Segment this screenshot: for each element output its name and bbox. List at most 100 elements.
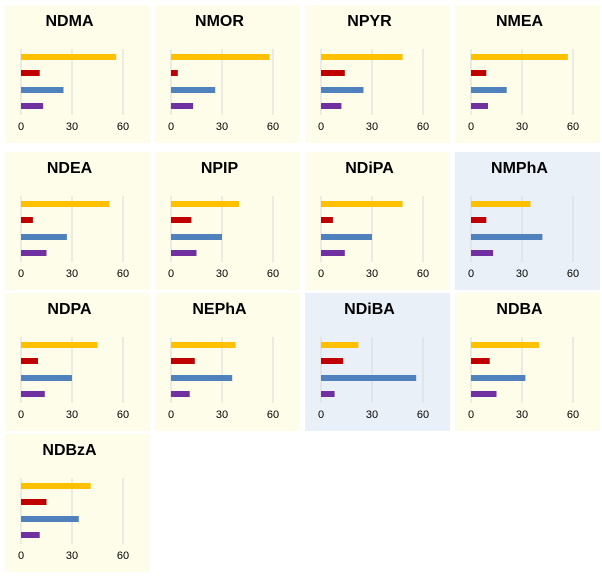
panel <box>155 5 300 143</box>
x-tick-label: 0 <box>318 409 324 421</box>
bar <box>171 217 192 223</box>
bar <box>321 70 345 76</box>
x-tick-label: 60 <box>267 268 279 280</box>
bar <box>21 234 67 240</box>
panel-title: NMEA <box>496 13 544 30</box>
bar <box>321 103 342 109</box>
bar <box>321 375 417 381</box>
bar <box>21 250 47 256</box>
x-tick-label: 0 <box>168 121 174 133</box>
x-tick-label: 30 <box>516 268 528 280</box>
bar <box>471 87 507 93</box>
bar <box>171 201 239 207</box>
x-tick-label: 30 <box>66 268 78 280</box>
x-tick-label: 0 <box>18 268 24 280</box>
x-tick-label: 60 <box>267 409 279 421</box>
bar <box>171 87 216 93</box>
x-tick-label: 0 <box>318 121 324 133</box>
panel-title: NDPA <box>47 301 92 318</box>
x-tick-label: 60 <box>567 268 579 280</box>
bar <box>321 342 359 348</box>
bar <box>471 358 490 364</box>
x-tick-label: 0 <box>318 268 324 280</box>
x-tick-label: 0 <box>168 268 174 280</box>
bar <box>471 70 487 76</box>
x-tick-label: 30 <box>366 268 378 280</box>
panel-title: NDBzA <box>42 442 97 459</box>
bar <box>471 201 531 207</box>
panel-title: NDBA <box>496 301 543 318</box>
x-tick-label: 0 <box>468 409 474 421</box>
x-tick-label: 30 <box>66 121 78 133</box>
x-tick-label: 60 <box>417 409 429 421</box>
x-tick-label: 60 <box>267 121 279 133</box>
bar <box>321 391 335 397</box>
bar <box>21 532 40 538</box>
x-tick-label: 60 <box>117 409 129 421</box>
x-tick-label: 30 <box>216 409 228 421</box>
bar <box>171 250 197 256</box>
bar <box>171 342 236 348</box>
x-tick-label: 0 <box>18 550 24 562</box>
x-tick-label: 60 <box>117 121 129 133</box>
bar <box>171 103 194 109</box>
bar <box>21 342 98 348</box>
bar <box>471 103 488 109</box>
x-tick-label: 60 <box>567 121 579 133</box>
panel-title: NMPhA <box>491 160 548 177</box>
bar <box>171 391 190 397</box>
panel-title: NPIP <box>201 160 239 177</box>
bar <box>321 54 403 60</box>
bar <box>321 201 403 207</box>
bar <box>321 217 333 223</box>
x-tick-label: 30 <box>216 121 228 133</box>
bar <box>471 375 526 381</box>
x-tick-label: 30 <box>216 268 228 280</box>
panel-title: NPYR <box>347 13 392 30</box>
bar <box>321 234 372 240</box>
x-tick-label: 60 <box>417 121 429 133</box>
bar <box>171 70 178 76</box>
bar <box>21 201 110 207</box>
x-tick-label: 0 <box>468 121 474 133</box>
bar <box>21 516 79 522</box>
bar <box>471 250 494 256</box>
x-tick-label: 0 <box>168 409 174 421</box>
bar <box>171 358 195 364</box>
panel-title: NDiPA <box>345 160 394 177</box>
x-tick-label: 30 <box>66 550 78 562</box>
bar <box>171 234 222 240</box>
bar <box>21 217 33 223</box>
x-tick-label: 0 <box>18 409 24 421</box>
bar <box>321 250 345 256</box>
bar <box>171 375 233 381</box>
bar <box>21 87 64 93</box>
x-tick-label: 30 <box>366 409 378 421</box>
panel-title: NDMA <box>46 13 94 30</box>
bar <box>21 391 45 397</box>
x-tick-label: 30 <box>516 121 528 133</box>
x-tick-label: 60 <box>567 409 579 421</box>
bar <box>21 70 40 76</box>
bar <box>21 103 44 109</box>
bar <box>471 391 497 397</box>
x-tick-label: 60 <box>117 268 129 280</box>
x-tick-label: 30 <box>366 121 378 133</box>
bar <box>321 87 364 93</box>
bar <box>21 54 117 60</box>
panel-title: NMOR <box>195 13 244 30</box>
bar <box>321 358 344 364</box>
panel-title: NEPhA <box>192 301 247 318</box>
bar <box>21 358 38 364</box>
x-tick-label: 0 <box>18 121 24 133</box>
bar <box>471 342 539 348</box>
x-tick-label: 0 <box>468 268 474 280</box>
bar <box>471 54 568 60</box>
x-tick-label: 60 <box>117 550 129 562</box>
x-tick-label: 30 <box>66 409 78 421</box>
bar <box>21 375 72 381</box>
bar <box>471 234 543 240</box>
x-tick-label: 30 <box>516 409 528 421</box>
bar <box>21 483 91 489</box>
